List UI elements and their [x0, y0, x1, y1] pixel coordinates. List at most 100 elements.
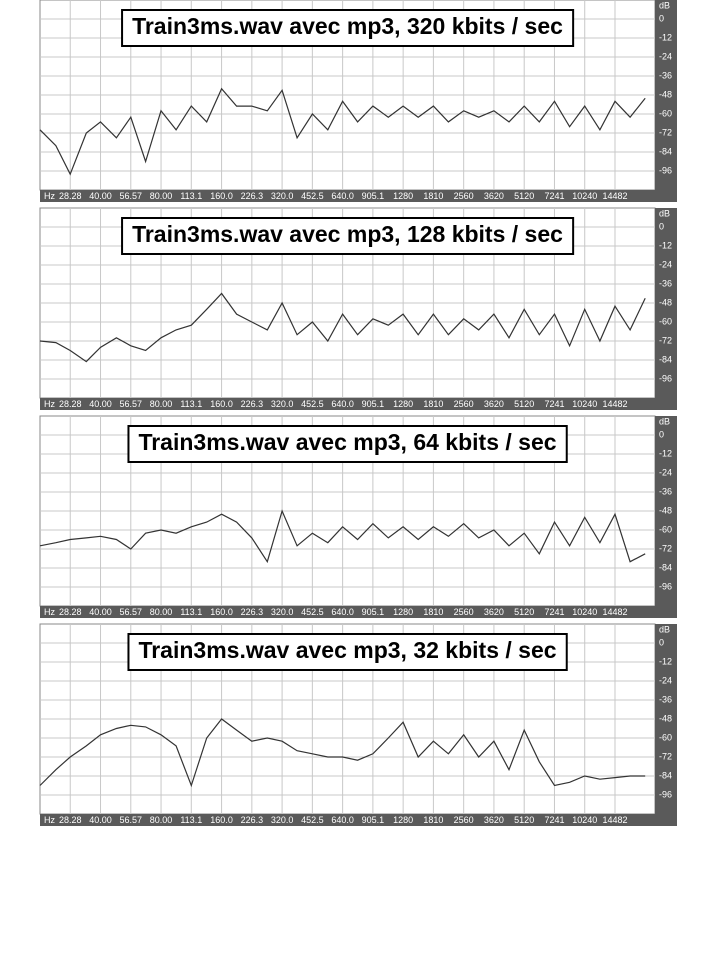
x-tick-label: 5120	[514, 607, 534, 617]
x-tick-label: 905.1	[362, 815, 385, 825]
y-axis-strip	[655, 0, 677, 202]
y-tick-label: -84	[659, 770, 672, 780]
x-tick-label: 113.1	[180, 815, 202, 825]
y-tick-label: -24	[659, 675, 672, 685]
x-tick-label: 640.0	[331, 399, 354, 409]
y-tick-label: -48	[659, 297, 672, 307]
x-tick-label: 160.0	[210, 815, 233, 825]
chart-title: Train3ms.wav avec mp3, 64 kbits / sec	[138, 429, 556, 455]
x-tick-label: 80.00	[150, 607, 173, 617]
x-tick-label: 5120	[514, 815, 534, 825]
x-tick-label: 226.3	[241, 399, 264, 409]
y-tick-label: -36	[659, 694, 672, 704]
spectrum-line	[39, 718, 646, 788]
x-tick-label: 113.1	[180, 607, 202, 617]
x-tick-label: 905.1	[362, 191, 385, 201]
x-tick-label: 113.1	[180, 399, 202, 409]
x-axis-label: Hz	[44, 815, 55, 825]
y-tick-label: -84	[659, 354, 672, 364]
x-axis-label: Hz	[44, 607, 55, 617]
y-tick-label: -12	[659, 32, 672, 42]
y-tick-label: -96	[659, 373, 672, 383]
x-tick-label: 160.0	[210, 191, 233, 201]
y-tick-label: -96	[659, 789, 672, 799]
x-tick-label: 56.57	[120, 815, 143, 825]
title-box	[127, 633, 568, 671]
x-tick-label: 28.28	[59, 607, 82, 617]
x-tick-label: 2560	[454, 399, 474, 409]
y-tick-label: -72	[659, 543, 672, 553]
x-tick-label: 10240	[572, 815, 597, 825]
x-tick-label: 452.5	[301, 607, 324, 617]
x-tick-label: 640.0	[331, 191, 354, 201]
x-tick-label: 14482	[602, 191, 627, 201]
y-tick-label: -24	[659, 51, 672, 61]
x-tick-label: 2560	[454, 815, 474, 825]
x-tick-label: 1280	[393, 815, 413, 825]
x-axis-strip	[40, 398, 677, 410]
x-tick-label: 14482	[602, 399, 627, 409]
x-tick-label: 3620	[484, 399, 504, 409]
title-box	[121, 9, 575, 47]
x-tick-label: 160.0	[210, 607, 233, 617]
y-tick-label: -24	[659, 467, 672, 477]
y-tick-label: -60	[659, 108, 672, 118]
y-tick-label: -48	[659, 713, 672, 723]
spectrum-line	[39, 87, 646, 176]
x-tick-label: 452.5	[301, 815, 324, 825]
y-tick-label: -36	[659, 278, 672, 288]
x-tick-label: 640.0	[331, 607, 354, 617]
y-tick-label: -60	[659, 732, 672, 742]
x-tick-label: 905.1	[362, 607, 385, 617]
y-tick-label: -36	[659, 70, 672, 80]
x-tick-label: 5120	[514, 399, 534, 409]
x-tick-label: 28.28	[59, 191, 82, 201]
x-tick-label: 10240	[572, 607, 597, 617]
x-tick-label: 7241	[544, 607, 564, 617]
y-tick-label: -60	[659, 316, 672, 326]
x-tick-label: 80.00	[150, 399, 173, 409]
y-tick-label: -72	[659, 127, 672, 137]
x-tick-label: 3620	[484, 191, 504, 201]
x-axis-strip	[40, 190, 677, 202]
x-tick-label: 7241	[544, 399, 564, 409]
y-tick-label: -60	[659, 524, 672, 534]
x-tick-label: 10240	[572, 191, 597, 201]
x-tick-label: 452.5	[301, 399, 324, 409]
x-tick-label: 80.00	[150, 815, 173, 825]
x-tick-label: 14482	[602, 607, 627, 617]
x-tick-label: 56.57	[120, 399, 143, 409]
x-tick-label: 10240	[572, 399, 597, 409]
y-axis-strip	[655, 208, 677, 410]
x-tick-label: 2560	[454, 607, 474, 617]
y-axis-strip	[655, 416, 677, 618]
y-tick-label: 0	[659, 13, 664, 23]
x-tick-label: 160.0	[210, 399, 233, 409]
x-tick-label: 1280	[393, 607, 413, 617]
x-tick-label: 113.1	[180, 191, 202, 201]
spectrum-panel: 28.28 40.00 56.57 80.00 113.1 160.0 226.3 320.0…	[39, 415, 677, 618]
x-tick-label: 226.3	[241, 607, 264, 617]
title-box	[127, 425, 568, 463]
x-tick-label: 7241	[544, 191, 564, 201]
x-tick-label: 2560	[454, 191, 474, 201]
x-tick-label: 5120	[514, 191, 534, 201]
y-tick-label: -84	[659, 146, 672, 156]
y-axis-label: dB	[659, 208, 670, 218]
spectrum-panel: 28.28 40.00 56.57 80.00 113.1 160.0 226.3 320.0…	[39, 0, 677, 202]
y-axis-label: dB	[659, 416, 670, 426]
x-tick-label: 1810	[423, 191, 443, 201]
x-tick-label: 40.00	[89, 815, 112, 825]
y-tick-label: 0	[659, 637, 664, 647]
y-tick-label: -24	[659, 259, 672, 269]
spectrum-panel: 28.28 40.00 56.57 80.00 113.1 160.0 226.3 320.0…	[39, 623, 677, 826]
x-tick-label: 56.57	[120, 607, 143, 617]
y-axis-label: dB	[659, 624, 670, 634]
y-tick-label: -48	[659, 89, 672, 99]
x-tick-label: 1280	[393, 191, 413, 201]
x-tick-label: 320.0	[271, 399, 294, 409]
x-tick-label: 14482	[602, 815, 627, 825]
x-tick-label: 640.0	[331, 815, 354, 825]
y-tick-label: -72	[659, 751, 672, 761]
